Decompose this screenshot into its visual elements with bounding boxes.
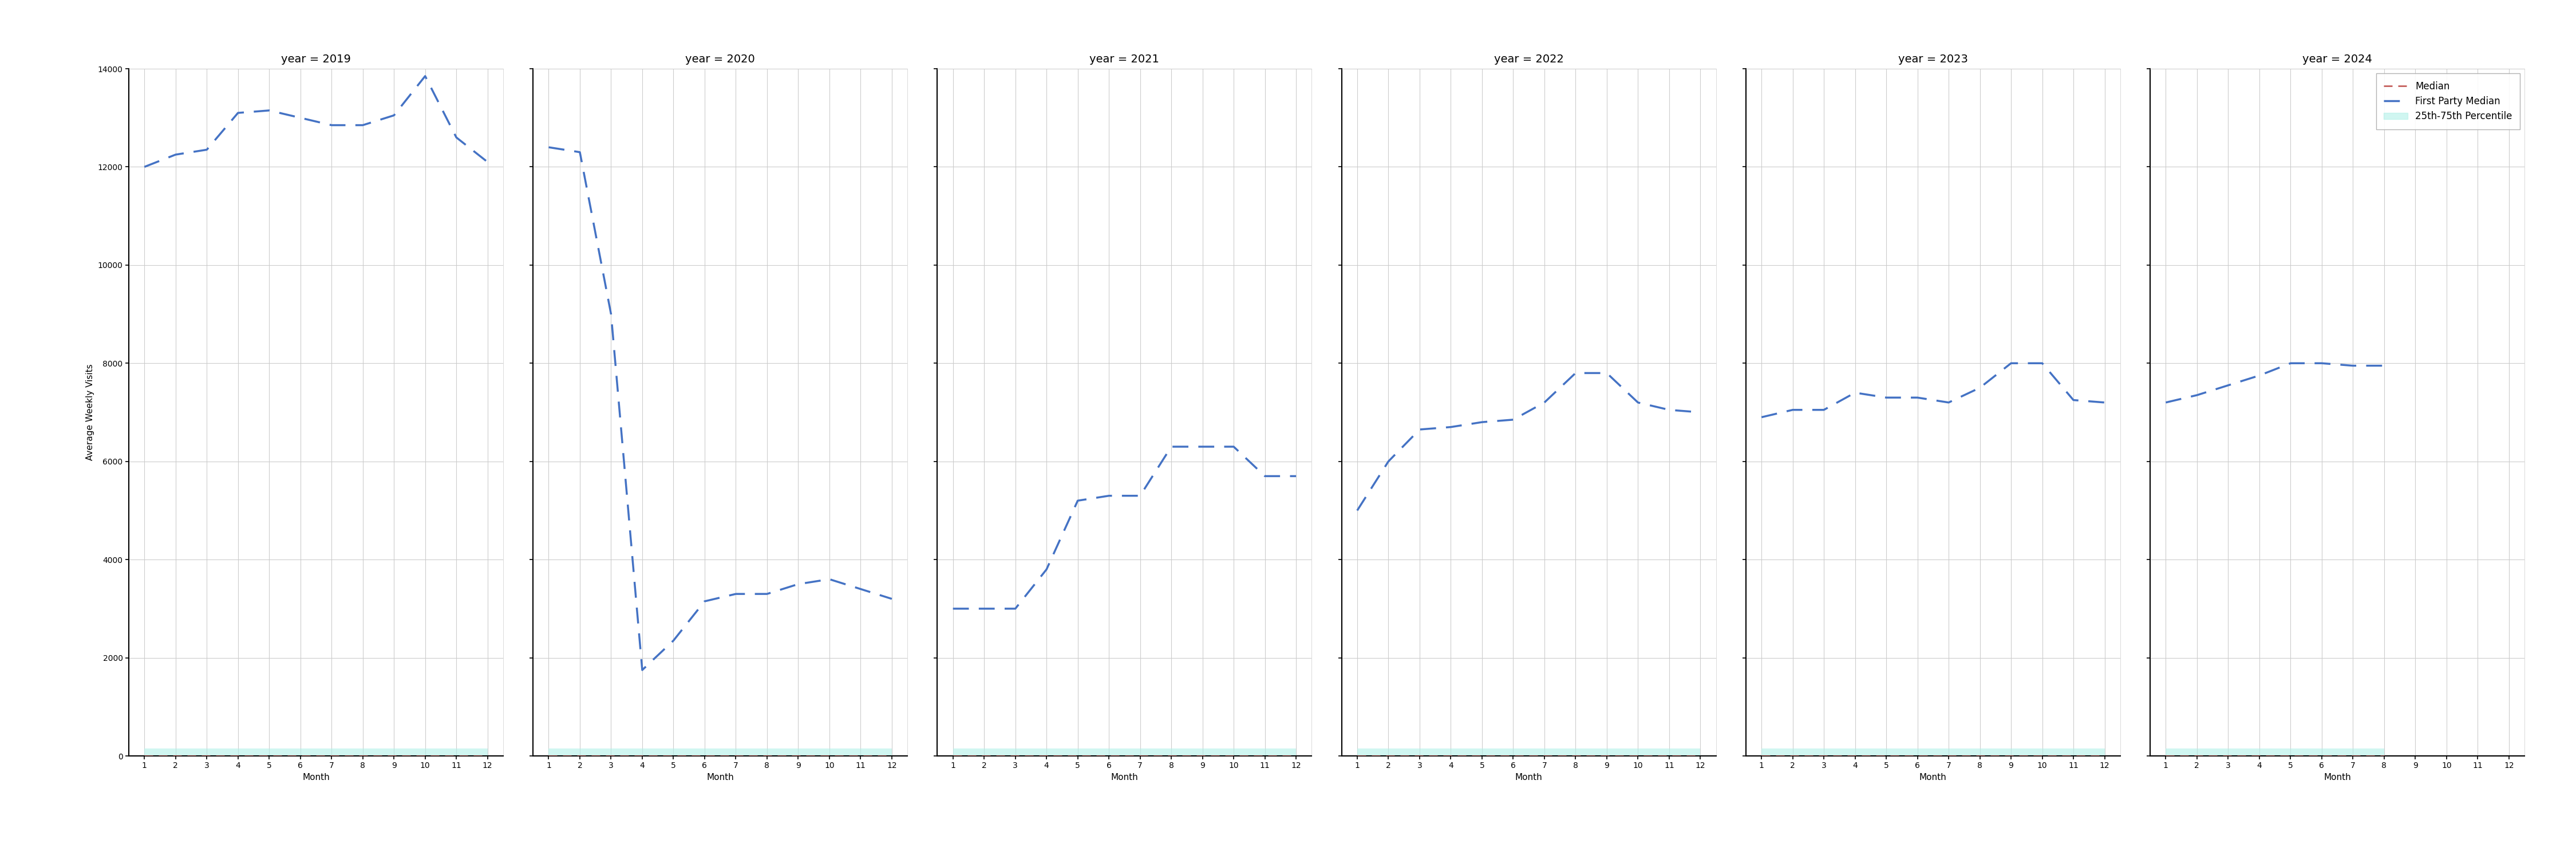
Title: year = 2020: year = 2020 xyxy=(685,54,755,64)
Legend: Median, First Party Median, 25th-75th Percentile: Median, First Party Median, 25th-75th Pe… xyxy=(2375,74,2519,129)
X-axis label: Month: Month xyxy=(1110,773,1139,782)
X-axis label: Month: Month xyxy=(2324,773,2352,782)
Title: year = 2021: year = 2021 xyxy=(1090,54,1159,64)
Y-axis label: Average Weekly Visits: Average Weekly Visits xyxy=(85,364,95,460)
Title: year = 2023: year = 2023 xyxy=(1899,54,1968,64)
X-axis label: Month: Month xyxy=(301,773,330,782)
X-axis label: Month: Month xyxy=(706,773,734,782)
Title: year = 2019: year = 2019 xyxy=(281,54,350,64)
Title: year = 2024: year = 2024 xyxy=(2303,54,2372,64)
X-axis label: Month: Month xyxy=(1515,773,1543,782)
Title: year = 2022: year = 2022 xyxy=(1494,54,1564,64)
X-axis label: Month: Month xyxy=(1919,773,1947,782)
